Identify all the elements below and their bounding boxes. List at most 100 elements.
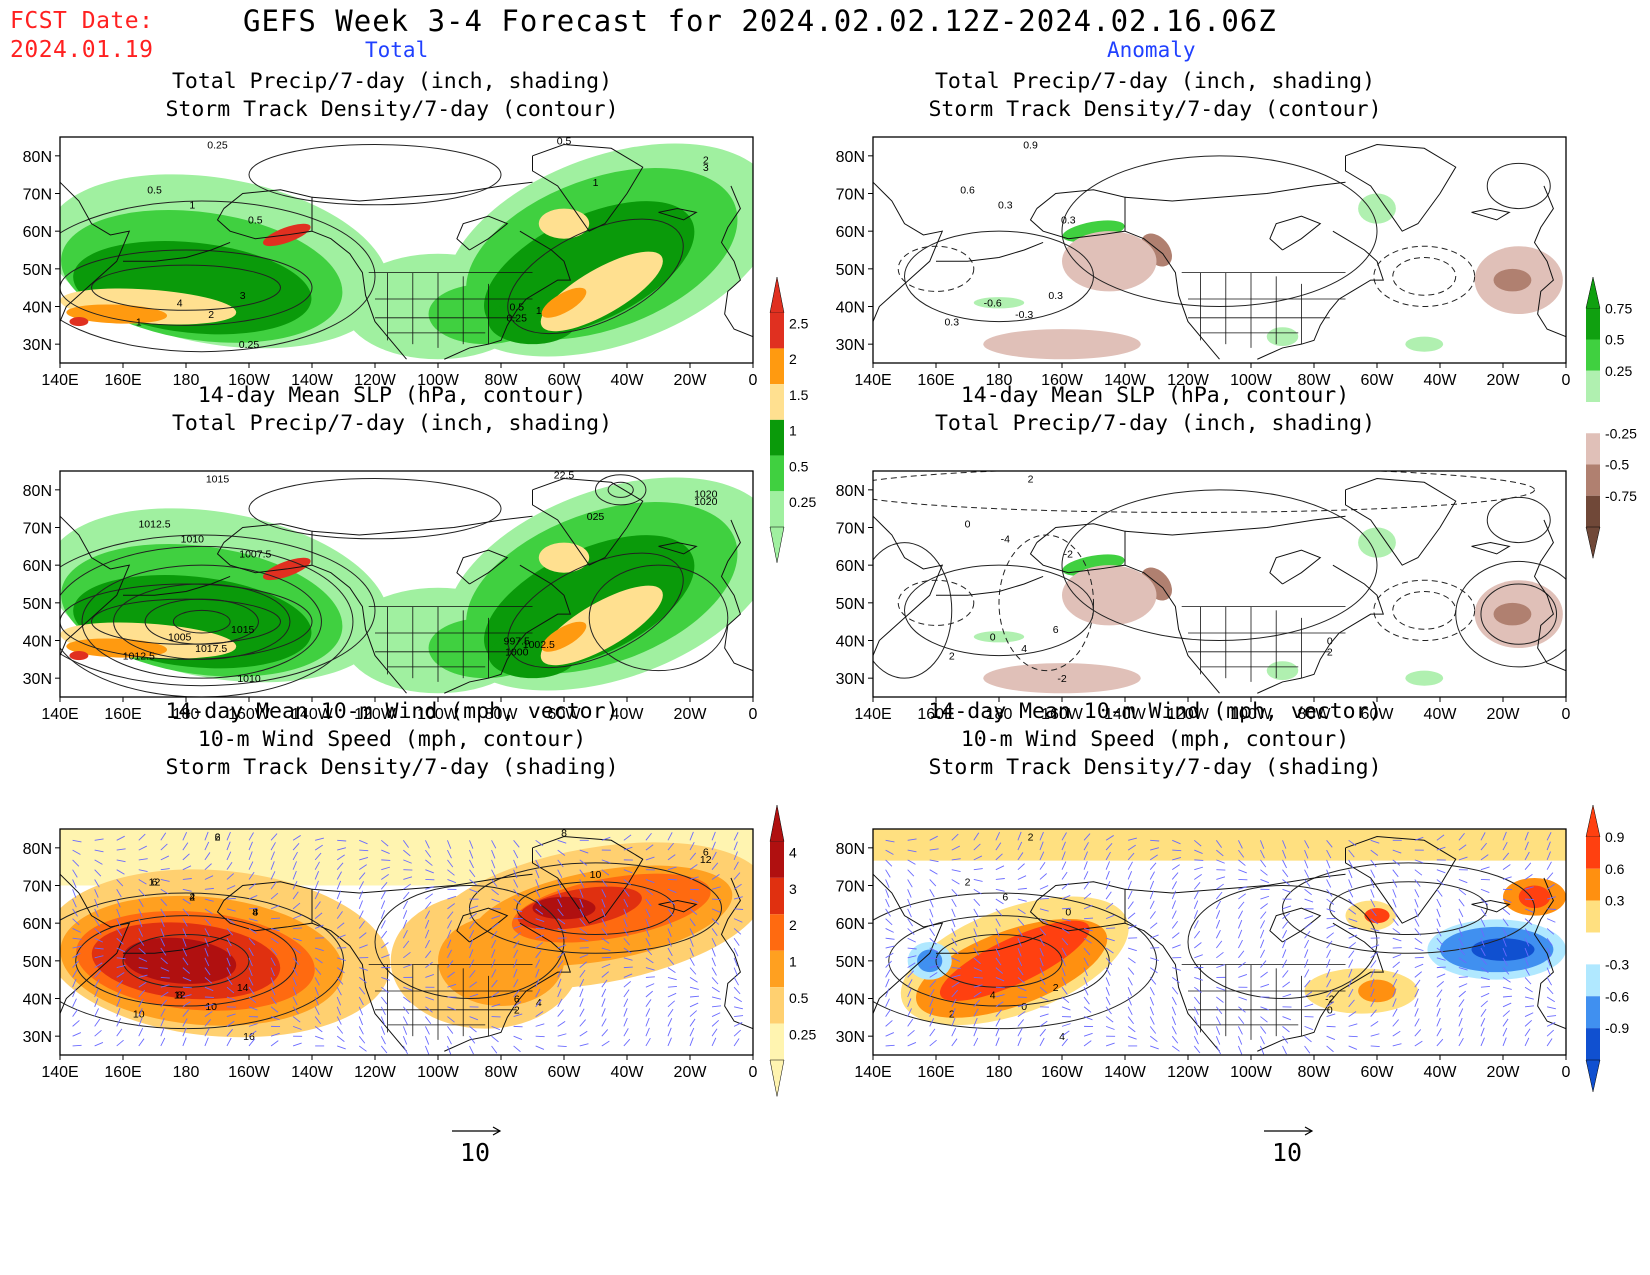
lon-tick-label: 100W bbox=[417, 372, 460, 389]
panel-title-top-right: Total Precip/7-day (inch, shading) Storm … bbox=[928, 69, 1382, 122]
lon-tick-label: 0 bbox=[1562, 1064, 1571, 1081]
contour-label: 2 bbox=[1327, 647, 1333, 659]
contour-label: 0.25 bbox=[239, 339, 260, 351]
lon-tick-label: 80W bbox=[1298, 372, 1332, 389]
lon-tick-label: 60W bbox=[1361, 1064, 1395, 1081]
panel-title-bottom-right: 14-day Mean 10-m Wind (mph, vector) 10-m … bbox=[928, 699, 1382, 780]
lat-tick-label: 80N bbox=[836, 483, 865, 500]
contour-label: 2 bbox=[949, 650, 955, 662]
lon-tick-label: 180 bbox=[986, 1064, 1013, 1081]
lat-tick-label: 80N bbox=[23, 483, 52, 500]
lat-tick-label: 50N bbox=[836, 262, 865, 279]
contour-label: 1015 bbox=[231, 624, 255, 636]
lon-tick-label: 140W bbox=[1104, 372, 1147, 389]
lat-tick-label: 30N bbox=[23, 337, 52, 354]
lat-tick-label: 80N bbox=[23, 149, 52, 166]
lat-tick-label: 70N bbox=[23, 879, 52, 896]
lat-tick-label: 30N bbox=[23, 671, 52, 688]
lon-tick-label: 160W bbox=[1041, 1064, 1084, 1081]
contour-label: 6 bbox=[152, 877, 158, 889]
contour-label: 12 bbox=[174, 990, 186, 1002]
lon-tick-label: 180 bbox=[173, 1064, 200, 1081]
lon-tick-label: 20W bbox=[1487, 372, 1521, 389]
lon-tick-label: 80W bbox=[485, 1064, 519, 1081]
lat-tick-label: 40N bbox=[23, 634, 52, 651]
lat-tick-label: 60N bbox=[836, 558, 865, 575]
lon-tick-label: 120W bbox=[354, 372, 397, 389]
map-panel-tl: 0.250.510.542310.250.50.2512310.580N70N6… bbox=[23, 136, 758, 389]
lat-tick-label: 80N bbox=[836, 841, 865, 858]
contour-label: 0.3 bbox=[998, 200, 1013, 212]
main-title: GEFS Week 3-4 Forecast for 2024.02.02.12… bbox=[243, 4, 1277, 38]
contour-label: 8 bbox=[177, 990, 183, 1002]
lon-tick-label: 100W bbox=[417, 1064, 460, 1081]
lon-tick-label: 140E bbox=[41, 1064, 78, 1081]
lon-tick-label: 80W bbox=[1298, 1064, 1332, 1081]
contour-label: 0.3 bbox=[944, 316, 959, 328]
contour-label: -0.6 bbox=[984, 298, 1002, 310]
lon-tick-label: 160W bbox=[1041, 372, 1084, 389]
colorbar-label: -0.3 bbox=[1605, 956, 1629, 972]
colorbar-label: 0.9 bbox=[1605, 829, 1625, 845]
colorbar-label: -0.75 bbox=[1605, 488, 1637, 504]
contour-label: 10 bbox=[205, 1001, 217, 1013]
colorbar-label: 2 bbox=[789, 351, 797, 367]
forecast-date-value: 2024.01.19 bbox=[10, 37, 154, 63]
contour-label: -2 bbox=[1064, 549, 1073, 561]
contour-label: 0.25 bbox=[207, 139, 228, 151]
colorbar-label: 0.25 bbox=[789, 494, 816, 510]
lat-tick-label: 50N bbox=[23, 596, 52, 613]
colorbar-label: 2.5 bbox=[789, 315, 809, 331]
contour-label: 0 bbox=[1021, 1001, 1027, 1013]
lat-tick-label: 40N bbox=[836, 992, 865, 1009]
colorbar-label: 0.75 bbox=[1605, 300, 1632, 316]
lat-tick-label: 40N bbox=[23, 300, 52, 317]
contour-label: 12 bbox=[700, 854, 712, 866]
lon-tick-label: 0 bbox=[1562, 706, 1571, 723]
lat-tick-label: 30N bbox=[836, 671, 865, 688]
lon-tick-label: 180 bbox=[173, 706, 200, 723]
contour-label: 1007.5 bbox=[239, 549, 271, 561]
lon-tick-label: 0 bbox=[749, 372, 758, 389]
colorbar-label: 0.25 bbox=[1605, 363, 1632, 379]
colorbar-label: -0.25 bbox=[1605, 425, 1637, 441]
lat-tick-label: 50N bbox=[23, 262, 52, 279]
contour-label: 4 bbox=[990, 990, 996, 1002]
forecast-date-label: FCST Date: bbox=[10, 8, 154, 34]
contour-label: 10 bbox=[590, 869, 602, 881]
contour-label: 10 bbox=[133, 1008, 145, 1020]
lon-tick-label: 160E bbox=[104, 706, 141, 723]
lon-tick-label: 140W bbox=[1104, 1064, 1147, 1081]
lat-tick-label: 50N bbox=[23, 954, 52, 971]
lon-tick-label: 40W bbox=[611, 372, 645, 389]
lon-tick-label: 20W bbox=[674, 372, 708, 389]
lat-tick-label: 70N bbox=[23, 521, 52, 538]
lon-tick-label: 160E bbox=[104, 1064, 141, 1081]
colorbar-label: 4 bbox=[789, 844, 797, 860]
lat-tick-label: 60N bbox=[23, 224, 52, 241]
lon-tick-label: 140E bbox=[854, 1064, 891, 1081]
lon-tick-label: 160W bbox=[228, 706, 271, 723]
contour-label: 025 bbox=[587, 511, 605, 523]
contour-label: 1012.5 bbox=[123, 650, 155, 662]
lon-tick-label: 140E bbox=[41, 706, 78, 723]
lon-tick-label: 160E bbox=[917, 372, 954, 389]
contour-label: 4 bbox=[252, 907, 258, 919]
contour-label: 6 bbox=[514, 993, 520, 1005]
contour-label: 0.9 bbox=[1023, 139, 1038, 151]
lon-tick-label: 120W bbox=[1167, 706, 1210, 723]
lon-tick-label: 40W bbox=[1424, 372, 1458, 389]
contour-label: 1002.5 bbox=[523, 639, 555, 651]
colorbar-label: 0.25 bbox=[789, 1027, 816, 1043]
contour-label: 2 bbox=[189, 892, 195, 904]
colorbar-precip: 2.5 2 1.5 1 0.5 0.25 bbox=[769, 276, 816, 563]
reference-vector-label-right: 10 bbox=[1272, 1138, 1303, 1167]
lon-tick-label: 60W bbox=[1361, 706, 1395, 723]
colorbar-label: 0.6 bbox=[1605, 861, 1625, 877]
lat-tick-label: 40N bbox=[836, 300, 865, 317]
lat-tick-label: 80N bbox=[836, 149, 865, 166]
contour-label: 8 bbox=[561, 828, 567, 840]
lat-tick-label: 30N bbox=[836, 337, 865, 354]
lon-tick-label: 140E bbox=[41, 372, 78, 389]
contour-label: 8 bbox=[252, 907, 258, 919]
